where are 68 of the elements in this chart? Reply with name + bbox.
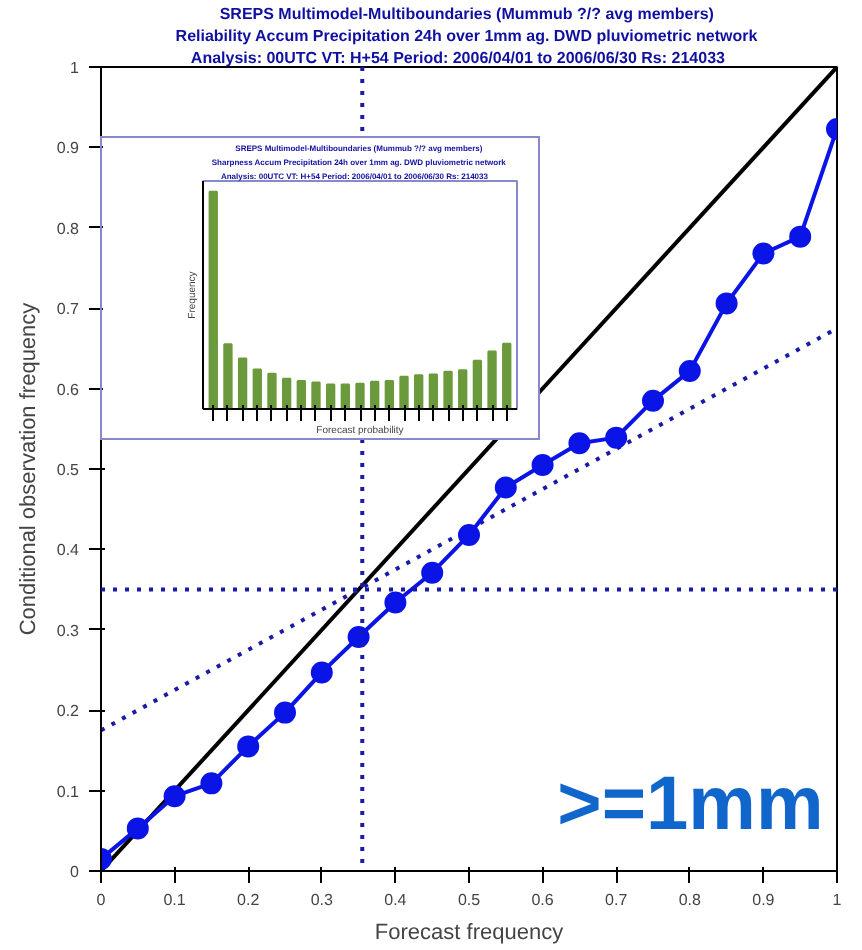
point xyxy=(715,292,738,315)
bar xyxy=(487,350,497,409)
point xyxy=(494,476,517,499)
bar xyxy=(502,342,512,409)
point xyxy=(568,432,591,455)
x-tick-label: 0.9 xyxy=(752,891,776,909)
bar xyxy=(311,381,321,409)
bar xyxy=(340,383,350,409)
y-tick-label: 0.5 xyxy=(56,461,81,479)
point xyxy=(347,626,370,649)
bar xyxy=(237,357,248,409)
bar xyxy=(384,379,395,409)
bar xyxy=(252,368,262,409)
point xyxy=(458,523,480,546)
point xyxy=(421,561,444,584)
bar xyxy=(428,373,439,409)
point xyxy=(163,785,186,808)
x-tick-label: 0 xyxy=(96,891,107,909)
bar xyxy=(443,370,453,409)
y-tick-label: 0.2 xyxy=(56,702,81,721)
bar xyxy=(414,374,424,409)
point xyxy=(678,359,701,382)
y-tick-label: 0.4 xyxy=(56,541,81,560)
bar xyxy=(472,359,483,409)
x-tick-label: 0.5 xyxy=(457,891,482,909)
bar xyxy=(399,375,409,409)
y-tick-label: 0.6 xyxy=(56,380,81,399)
y-tick-label: 0.9 xyxy=(56,139,81,158)
point xyxy=(384,591,407,614)
y-tick-label: 0.1 xyxy=(56,782,81,801)
y-tick-label: 0.8 xyxy=(56,219,81,238)
point xyxy=(605,426,628,449)
bar xyxy=(208,190,218,409)
point xyxy=(237,735,260,758)
bar xyxy=(325,383,336,409)
x-tick-label: 0.1 xyxy=(163,891,187,909)
x-tick-label: 0.4 xyxy=(384,891,408,909)
x-tick-label: 0.2 xyxy=(237,891,261,909)
chart-subtitle: Reliability Accum Precipitation 24h over 1mm ag. DWD pluviometric network xyxy=(175,27,759,45)
y-tick-label: 1 xyxy=(70,59,81,77)
x-tick-label: 0.7 xyxy=(605,891,629,909)
bar xyxy=(267,372,277,409)
bar xyxy=(458,369,468,409)
x-tick-label: 0.8 xyxy=(678,891,703,909)
point xyxy=(789,225,812,248)
y-tick-label: 0.3 xyxy=(56,621,81,640)
point xyxy=(126,817,149,840)
y-tick-label: 0 xyxy=(70,863,81,881)
point xyxy=(274,701,296,724)
annotation: Analysis: 00UTC VT: H+54 Period: 2006/04/01 to 2006/06/30 Rs: 214033 xyxy=(190,49,727,67)
y-axis-title: Conditional observation frequency xyxy=(16,301,41,636)
point xyxy=(310,661,333,684)
y-tick-label: 0.7 xyxy=(56,300,81,319)
point xyxy=(752,242,775,265)
chart-title: SREPS Multimodel-Multiboundaries (Mummub ?/? avg members) xyxy=(219,5,715,23)
x-tick-label: 0.6 xyxy=(531,891,555,909)
annotation: >=1mm xyxy=(557,762,824,847)
x-tick-label: 0.3 xyxy=(310,891,335,909)
bar xyxy=(296,379,306,409)
bar xyxy=(355,382,365,409)
x-axis-title: Forecast frequency xyxy=(374,921,565,945)
bar xyxy=(370,380,380,409)
point xyxy=(531,454,554,476)
bar xyxy=(281,377,292,409)
x-tick-label: 1 xyxy=(832,891,843,909)
point xyxy=(200,772,223,795)
point xyxy=(642,389,664,412)
bar xyxy=(223,343,233,409)
